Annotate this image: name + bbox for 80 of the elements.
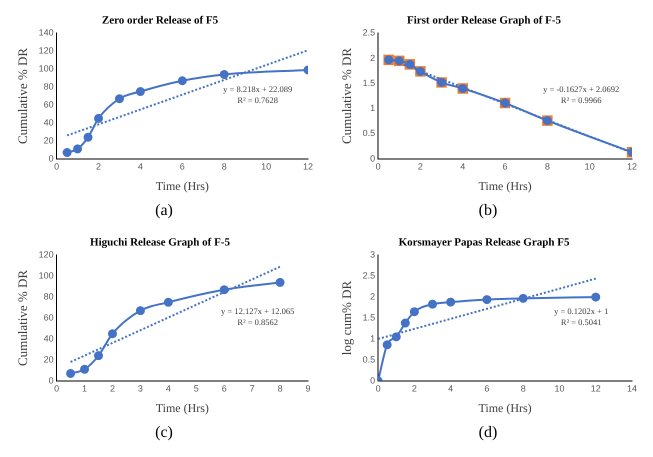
x-tick-label: 12 xyxy=(626,162,638,172)
chart-title: Higuchi Release Graph of F-5 xyxy=(90,236,230,248)
annotation: y = -0.1627x + 2.0692 xyxy=(543,84,620,94)
x-tick-label: 4 xyxy=(138,162,143,172)
text: (b) xyxy=(478,201,498,221)
y-tick-label: 20 xyxy=(44,135,54,146)
x-tick-label: 8 xyxy=(520,384,526,394)
y-tick-label: 0 xyxy=(370,375,376,386)
x-tick-label: 2 xyxy=(96,162,102,172)
x-tick-label: 2 xyxy=(110,384,115,394)
x-tick-label: 10 xyxy=(554,384,564,394)
x-tick-label: 6 xyxy=(502,162,508,172)
x-tick-label: 4 xyxy=(448,384,454,394)
text: (c) xyxy=(155,423,173,443)
x-tick-label: 12 xyxy=(302,162,314,172)
x-tick-label: 3 xyxy=(138,384,143,394)
y-tick-label: 60 xyxy=(44,99,54,110)
y-tick-label: 100 xyxy=(38,64,54,74)
annotation: R² = 0.5041 xyxy=(560,316,602,327)
y-tick-label: 20 xyxy=(44,354,54,364)
x-tick-label: 1 xyxy=(82,384,88,394)
annotation: R² = 0.7628 xyxy=(237,94,278,105)
y-tick-label: 1.5 xyxy=(362,78,376,88)
y-tick-label: 40 xyxy=(44,117,54,128)
y-tick-label: 1 xyxy=(370,103,376,114)
x-tick-label: 5 xyxy=(194,384,199,394)
y-tick-label: 80 xyxy=(44,292,54,302)
y-tick-label: 2 xyxy=(370,52,376,63)
annotation: R² = 0.9966 xyxy=(560,94,602,105)
text: (d) xyxy=(478,423,498,443)
x-tick-label: 6 xyxy=(222,384,227,394)
x-tick-label: 4 xyxy=(166,384,171,394)
x-axis-title: Time (Hrs) xyxy=(478,178,532,193)
y-tick-label: 0 xyxy=(48,153,54,164)
x-tick-label: 6 xyxy=(484,384,490,394)
y-tick-label: 0.5 xyxy=(362,128,376,138)
y-tick-label: 0 xyxy=(48,375,54,386)
chart-title: Korsmayer Papas Release Graph F5 xyxy=(398,236,570,248)
x-tick-label: 8 xyxy=(544,162,550,172)
y-tick-label: 2 xyxy=(370,292,376,302)
y-tick-label: 0.5 xyxy=(362,354,376,364)
x-axis-title: Time (Hrs) xyxy=(156,178,209,193)
y-axis-title: Cumulative % DR xyxy=(15,48,30,144)
y-axis-title: Cumulative % DR xyxy=(339,48,354,144)
y-tick-label: 100 xyxy=(38,270,54,281)
annotation: R² = 0.8562 xyxy=(237,316,278,327)
x-tick-label: 14 xyxy=(626,384,638,394)
y-tick-label: 2.5 xyxy=(362,28,376,38)
x-tick-label: 12 xyxy=(590,384,601,394)
y-tick-label: 1.5 xyxy=(362,312,376,322)
y-tick-label: 40 xyxy=(44,333,54,344)
y-tick-label: 2.5 xyxy=(362,270,376,281)
x-tick-label: 8 xyxy=(278,384,283,394)
x-axis-title: Time (Hrs) xyxy=(478,400,532,415)
x-tick-label: 8 xyxy=(222,162,227,172)
y-tick-label: 80 xyxy=(44,82,54,92)
x-tick-label: 9 xyxy=(305,384,311,394)
chart-title: Zero order Release of F5 xyxy=(102,14,219,26)
y-tick-label: 140 xyxy=(38,28,54,38)
annotation: y = 0.1202x + 1 xyxy=(554,306,608,316)
y-tick-label: 120 xyxy=(38,250,54,260)
y-axis-title: log cum% DR xyxy=(339,280,354,356)
text: (a) xyxy=(155,201,173,221)
y-tick-label: 1 xyxy=(370,333,376,344)
chart-title: First order Release Graph of F-5 xyxy=(406,14,562,26)
y-tick-label: 120 xyxy=(38,46,54,56)
x-tick-label: 2 xyxy=(418,162,423,172)
y-tick-label: 3 xyxy=(370,250,376,260)
x-tick-label: 7 xyxy=(250,384,255,394)
x-tick-label: 6 xyxy=(180,162,185,172)
x-axis-title: Time (Hrs) xyxy=(156,400,209,415)
y-axis-title: Cumulative % DR xyxy=(15,270,30,366)
y-tick-label: 60 xyxy=(44,312,54,322)
annotation: y = 8.218x + 22.089 xyxy=(223,84,292,94)
annotation: y = 12.127x + 12.065 xyxy=(221,306,294,316)
x-tick-label: 4 xyxy=(460,162,466,172)
x-tick-label: 10 xyxy=(584,162,595,172)
x-tick-label: 2 xyxy=(412,384,417,394)
x-tick-label: 10 xyxy=(261,162,272,172)
y-tick-label: 0 xyxy=(370,153,376,164)
